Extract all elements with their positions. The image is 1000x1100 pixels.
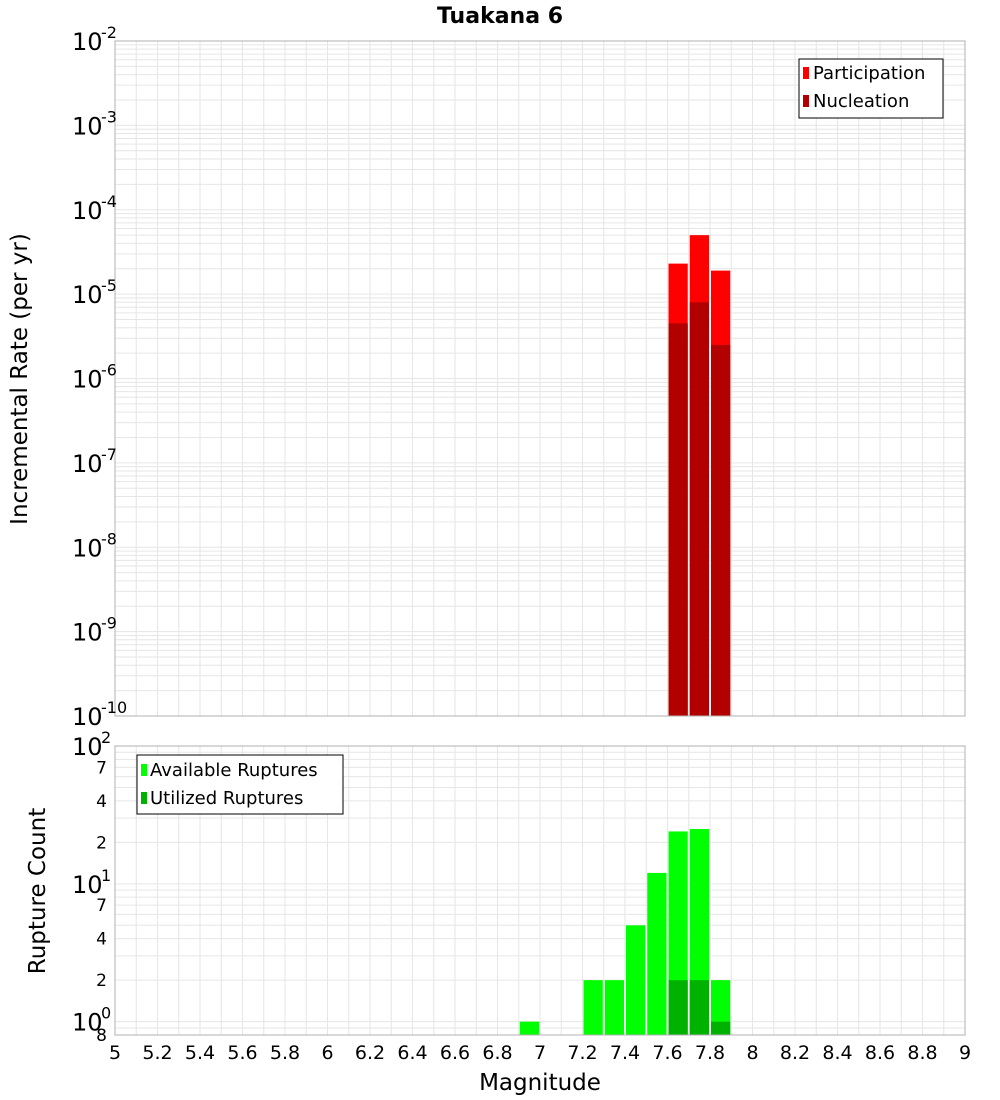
y-tick-label: 7: [96, 758, 107, 778]
nucleation-bar: [668, 323, 688, 716]
available-ruptures-bar: [519, 1021, 539, 1035]
x-tick-label: 7.2: [567, 1042, 597, 1064]
rate-legend-box: [798, 58, 944, 119]
y-tick-exponent: -3: [101, 107, 117, 126]
y-tick-label: 2: [96, 971, 107, 991]
y-tick-label: 7: [96, 896, 107, 916]
x-tick-label: 5.4: [185, 1042, 215, 1064]
x-tick-label: 8.8: [907, 1042, 937, 1064]
y-tick-label: 10: [72, 703, 103, 731]
available-ruptures-bar: [626, 925, 646, 1035]
rate-legend: Participation Nucleation: [798, 58, 944, 119]
y-tick-exponent: 0: [101, 1004, 111, 1023]
x-tick-label: 8: [746, 1042, 758, 1064]
x-tick-label: 6.8: [482, 1042, 512, 1064]
x-tick-label: 7.4: [610, 1042, 640, 1064]
participation-legend-swatch: [803, 67, 809, 79]
chart-title: Tuakana 6: [437, 4, 563, 29]
count-y-axis-title: Rupture Count: [25, 808, 51, 974]
y-tick-label: 10: [72, 366, 103, 394]
y-tick-label: 10: [72, 1009, 103, 1037]
available-ruptures-legend-swatch: [141, 764, 147, 776]
y-tick-exponent: -9: [101, 614, 117, 633]
participation-legend-label: Participation: [813, 63, 925, 84]
x-tick-label: 6.4: [397, 1042, 427, 1064]
x-axis-title: Magnitude: [479, 1070, 601, 1096]
utilized-ruptures-legend-swatch: [141, 792, 147, 804]
rate-grid: [114, 41, 966, 717]
rate-bars: [668, 235, 731, 716]
y-tick-exponent: -5: [101, 276, 117, 295]
y-tick-label: 10: [72, 534, 103, 562]
x-tick-label: 7.6: [652, 1042, 682, 1064]
utilized-ruptures-legend-label: Utilized Ruptures: [150, 788, 303, 809]
x-tick-label: 6.2: [355, 1042, 385, 1064]
y-tick-label: 10: [72, 450, 103, 478]
count-legend-box: [136, 754, 344, 815]
x-tick-label: 6: [321, 1042, 333, 1064]
count-legend: Available Ruptures Utilized Ruptures: [136, 754, 344, 815]
x-tick-label: 5.8: [270, 1042, 300, 1064]
nucleation-bar: [711, 344, 731, 716]
utilized-ruptures-bar: [711, 1021, 731, 1035]
y-tick-label: 10: [72, 619, 103, 647]
y-tick-label: 10: [72, 112, 103, 140]
y-tick-label: 8: [96, 1026, 107, 1046]
nucleation-legend-swatch: [803, 95, 809, 107]
x-tick-label: 8.6: [865, 1042, 895, 1064]
available-ruptures-bar: [583, 980, 603, 1035]
available-ruptures-bar: [711, 980, 731, 1035]
y-tick-exponent: -6: [101, 361, 117, 380]
nucleation-bar: [689, 302, 709, 716]
y-tick-label: 10: [72, 281, 103, 309]
y-tick-exponent: -8: [101, 529, 117, 548]
y-tick-label: 10: [72, 197, 103, 225]
y-tick-label: 2: [96, 833, 107, 853]
x-tick-label: 8.4: [822, 1042, 852, 1064]
y-tick-exponent: -4: [101, 192, 117, 211]
available-ruptures-legend-label: Available Ruptures: [150, 760, 318, 781]
count-plot-frame: [114, 745, 966, 1036]
x-tick-label: 7: [534, 1042, 546, 1064]
y-tick-label: 4: [96, 930, 107, 950]
x-tick-label: 5: [109, 1042, 121, 1064]
x-tick-label: 7.8: [695, 1042, 725, 1064]
x-tick-label: 6.6: [440, 1042, 470, 1064]
y-tick-label: 10: [72, 28, 103, 56]
x-tick-label: 8.2: [780, 1042, 810, 1064]
utilized-ruptures-bar: [689, 980, 709, 1035]
x-tick-label: 5.6: [227, 1042, 257, 1064]
count-bars: [519, 828, 731, 1035]
y-tick-exponent: -10: [101, 698, 127, 717]
x-tick-label: 9: [959, 1042, 971, 1064]
count-x-ticks: 5 5.2 5.4 5.6 5.8 6 6.2 6.4 6.6 6.8 7 7.2 7.4 7.6 7.8 8…: [109, 1042, 971, 1064]
nucleation-legend-label: Nucleation: [813, 91, 909, 112]
y-tick-exponent: -2: [101, 23, 117, 42]
y-tick-exponent: 2: [101, 728, 111, 747]
rate-y-axis-title: Incremental Rate (per yr): [7, 233, 33, 525]
count-grid: [114, 746, 966, 1036]
available-ruptures-bar: [604, 980, 624, 1035]
x-tick-label: 5.2: [142, 1042, 172, 1064]
available-ruptures-bar: [647, 872, 667, 1035]
y-tick-exponent: -7: [101, 445, 117, 464]
rate-plot-frame: [114, 40, 966, 717]
y-tick-label: 4: [96, 792, 107, 812]
y-tick-label: 10: [72, 733, 103, 761]
y-tick-label: 10: [72, 871, 103, 899]
utilized-ruptures-bar: [668, 980, 688, 1035]
y-tick-exponent: 1: [101, 866, 111, 885]
